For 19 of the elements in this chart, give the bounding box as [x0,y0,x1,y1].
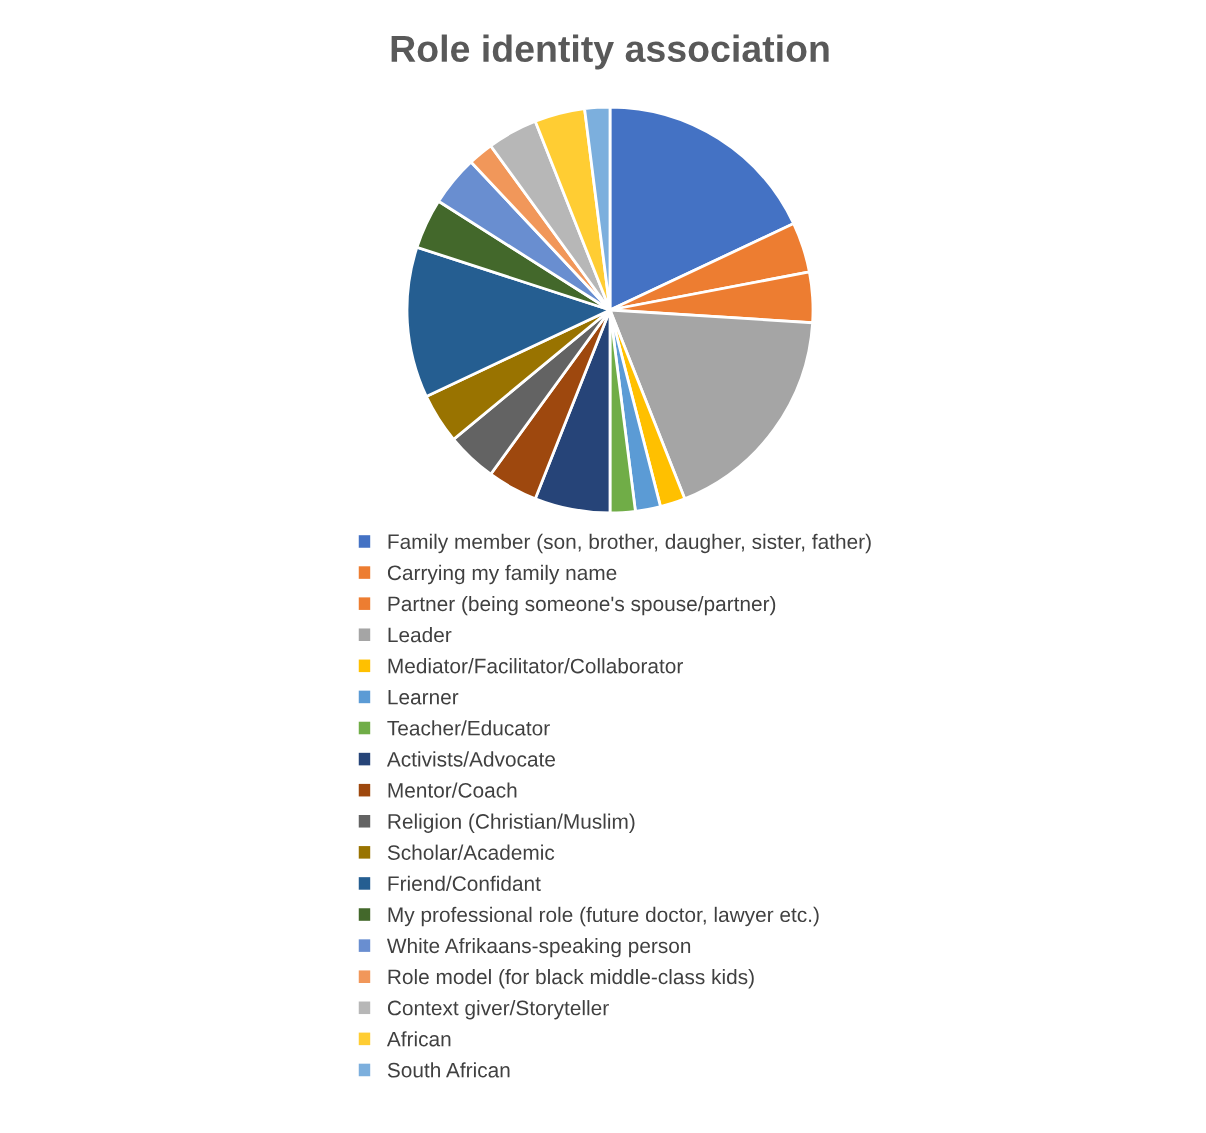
legend-label: Carrying my family name [387,564,617,585]
chart-title: Role identity association [391,34,829,70]
legend-label: Partner (being someone's spouse/partner) [388,595,776,616]
legend-label: Role model (for black middle-class kids) [388,968,754,989]
legend-label: Family member (son, brother, daugher, sister, father) [388,533,871,554]
legend-label: Mediator/Facilitator/Collaborator [388,658,683,674]
legend-label: Teacher/Educator [387,720,550,736]
legend-label: Leader [388,627,452,643]
legend-label: Scholar/Academic [387,844,555,860]
legend-label: African [386,1031,451,1047]
legend-label: South African [387,1062,510,1078]
legend-label: Activists/Advocate [386,751,555,767]
legend-label: My professional role (future doctor, lawyer etc.) [388,906,819,927]
legend-label: Mentor/Coach [388,782,517,798]
legend-label: Context giver/Storyteller [387,1000,609,1020]
legend-label: Religion (Christian/Muslim) [388,813,635,833]
legend-label: White Afrikaans-speaking person [386,937,691,958]
legend-label: Learner [388,689,459,705]
legend-label: Friend/Confidant [388,875,541,892]
